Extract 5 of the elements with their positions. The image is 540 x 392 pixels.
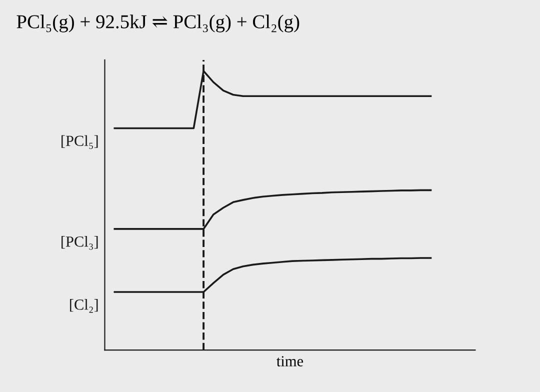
series-label: [PCl₅] [62, 135, 98, 149]
x-axis-title: time [276, 356, 304, 366]
chart-title: PCl₅(g) + 92.5kJ ⇌ PCl₃(g) + Cl₂(g) [16, 14, 300, 32]
series-label: [PCl₃] [62, 236, 98, 250]
series-label: [Cl₂] [70, 299, 98, 313]
